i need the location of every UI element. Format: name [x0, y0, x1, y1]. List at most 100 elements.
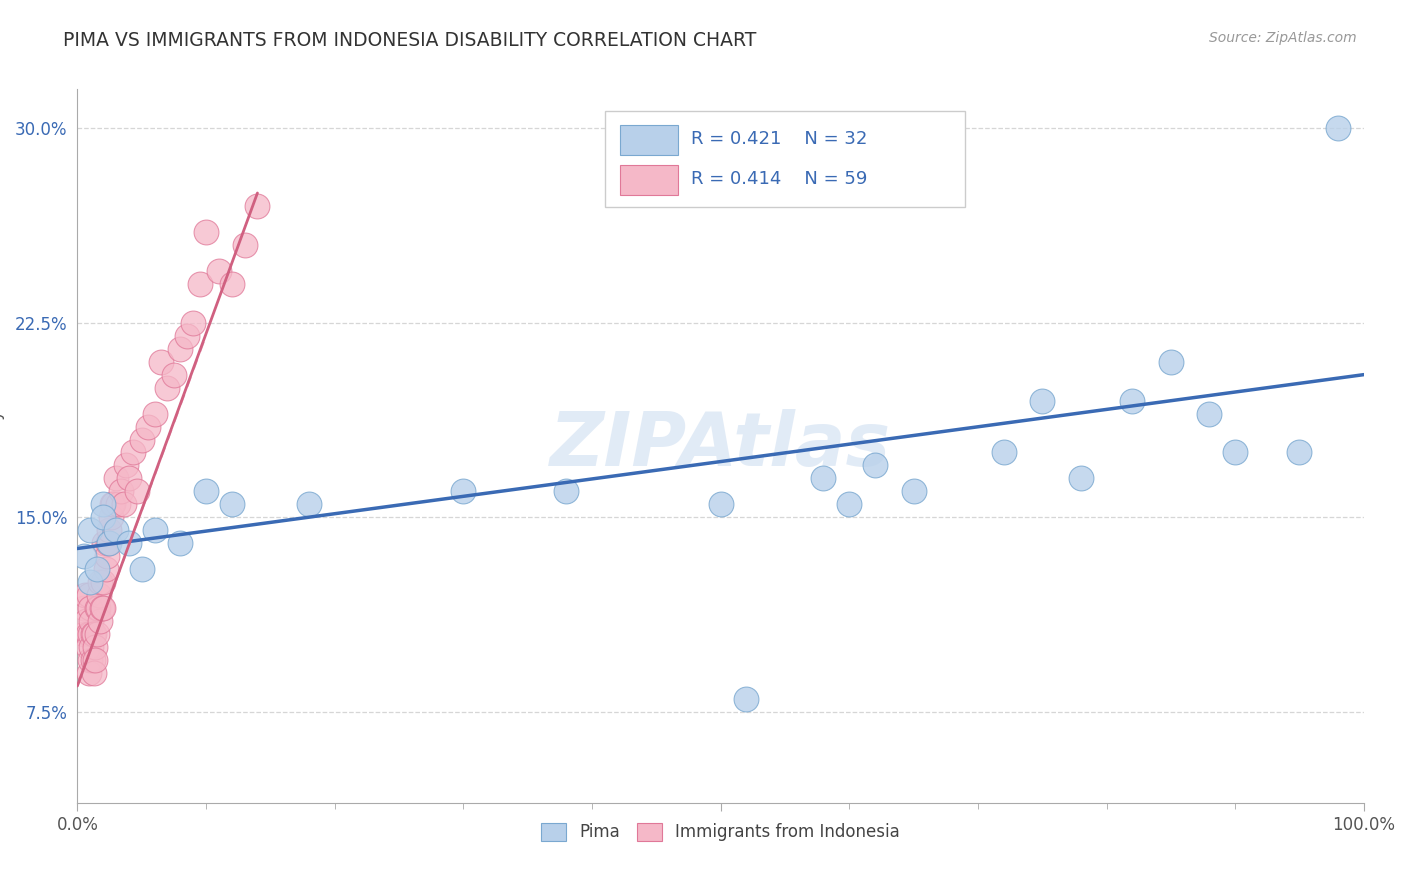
Point [104, 524, 127, 538]
Point [91, 575, 114, 590]
Point [221, 277, 243, 291]
Point [76, 627, 98, 641]
Text: R = 0.421    N = 32: R = 0.421 N = 32 [690, 130, 868, 148]
Point [87, 601, 110, 615]
Point [118, 471, 141, 485]
Point [91, 497, 114, 511]
Point [98, 524, 121, 538]
Point [89, 575, 111, 590]
Point [104, 471, 127, 485]
Point [91, 510, 114, 524]
Point [169, 342, 191, 356]
Point [233, 238, 256, 252]
Point [143, 524, 166, 538]
Point [84, 640, 107, 654]
Point [83, 666, 105, 681]
Point [115, 458, 138, 473]
Point [112, 497, 135, 511]
Point [73, 549, 96, 564]
Point [143, 407, 166, 421]
Point [118, 536, 141, 550]
Point [813, 471, 835, 485]
Point [838, 497, 860, 511]
Point [80, 614, 103, 628]
Point [208, 264, 231, 278]
Point [91, 601, 114, 615]
Point [79, 627, 101, 641]
Point [107, 497, 129, 511]
Point [555, 484, 578, 499]
Point [863, 458, 886, 473]
Point [73, 588, 96, 602]
Point [84, 653, 107, 667]
Point [1121, 393, 1143, 408]
Point [77, 588, 100, 602]
Text: Source: ZipAtlas.com: Source: ZipAtlas.com [1209, 31, 1357, 45]
Text: PIMA VS IMMIGRANTS FROM INDONESIA DISABILITY CORRELATION CHART: PIMA VS IMMIGRANTS FROM INDONESIA DISABI… [63, 31, 756, 50]
Point [246, 199, 269, 213]
Point [75, 614, 97, 628]
Point [993, 445, 1015, 459]
Point [1160, 354, 1182, 368]
Point [94, 562, 117, 576]
Point [1223, 445, 1247, 459]
Point [298, 497, 321, 511]
Point [96, 549, 118, 564]
Point [169, 536, 191, 550]
Text: ZIPAtlas: ZIPAtlas [550, 409, 891, 483]
Point [181, 316, 204, 330]
Point [131, 433, 153, 447]
Point [89, 614, 111, 628]
Point [79, 575, 101, 590]
Point [1198, 407, 1220, 421]
Point [110, 484, 132, 499]
Point [1031, 393, 1053, 408]
Point [194, 225, 217, 239]
Point [79, 524, 101, 538]
Point [453, 484, 475, 499]
Y-axis label: Disability: Disability [0, 408, 4, 484]
Point [163, 368, 186, 382]
Point [73, 627, 96, 641]
Point [73, 601, 96, 615]
Point [221, 497, 243, 511]
Point [1327, 121, 1350, 136]
Point [86, 562, 108, 576]
Point [188, 277, 211, 291]
Point [735, 692, 758, 706]
Point [1288, 445, 1310, 459]
Point [101, 497, 124, 511]
Point [194, 484, 217, 499]
FancyBboxPatch shape [620, 165, 678, 194]
Point [156, 381, 179, 395]
Point [89, 588, 111, 602]
Point [82, 627, 104, 641]
Point [136, 419, 159, 434]
FancyBboxPatch shape [620, 125, 678, 155]
Point [176, 328, 198, 343]
Point [131, 562, 153, 576]
Point [98, 536, 121, 550]
Point [77, 666, 100, 681]
Point [121, 445, 143, 459]
Point [149, 354, 172, 368]
Point [86, 627, 108, 641]
Point [80, 640, 103, 654]
Point [82, 653, 104, 667]
Point [710, 497, 733, 511]
Text: R = 0.414    N = 59: R = 0.414 N = 59 [690, 170, 868, 188]
FancyBboxPatch shape [605, 111, 965, 207]
Point [86, 601, 108, 615]
Point [76, 640, 98, 654]
Legend: Pima, Immigrants from Indonesia: Pima, Immigrants from Indonesia [534, 816, 907, 848]
Point [90, 601, 112, 615]
Point [903, 484, 925, 499]
Point [1070, 471, 1092, 485]
Point [100, 510, 122, 524]
Point [93, 536, 115, 550]
Point [79, 653, 101, 667]
Point [103, 497, 125, 511]
Point [79, 601, 101, 615]
Point [125, 484, 148, 499]
Point [83, 627, 105, 641]
